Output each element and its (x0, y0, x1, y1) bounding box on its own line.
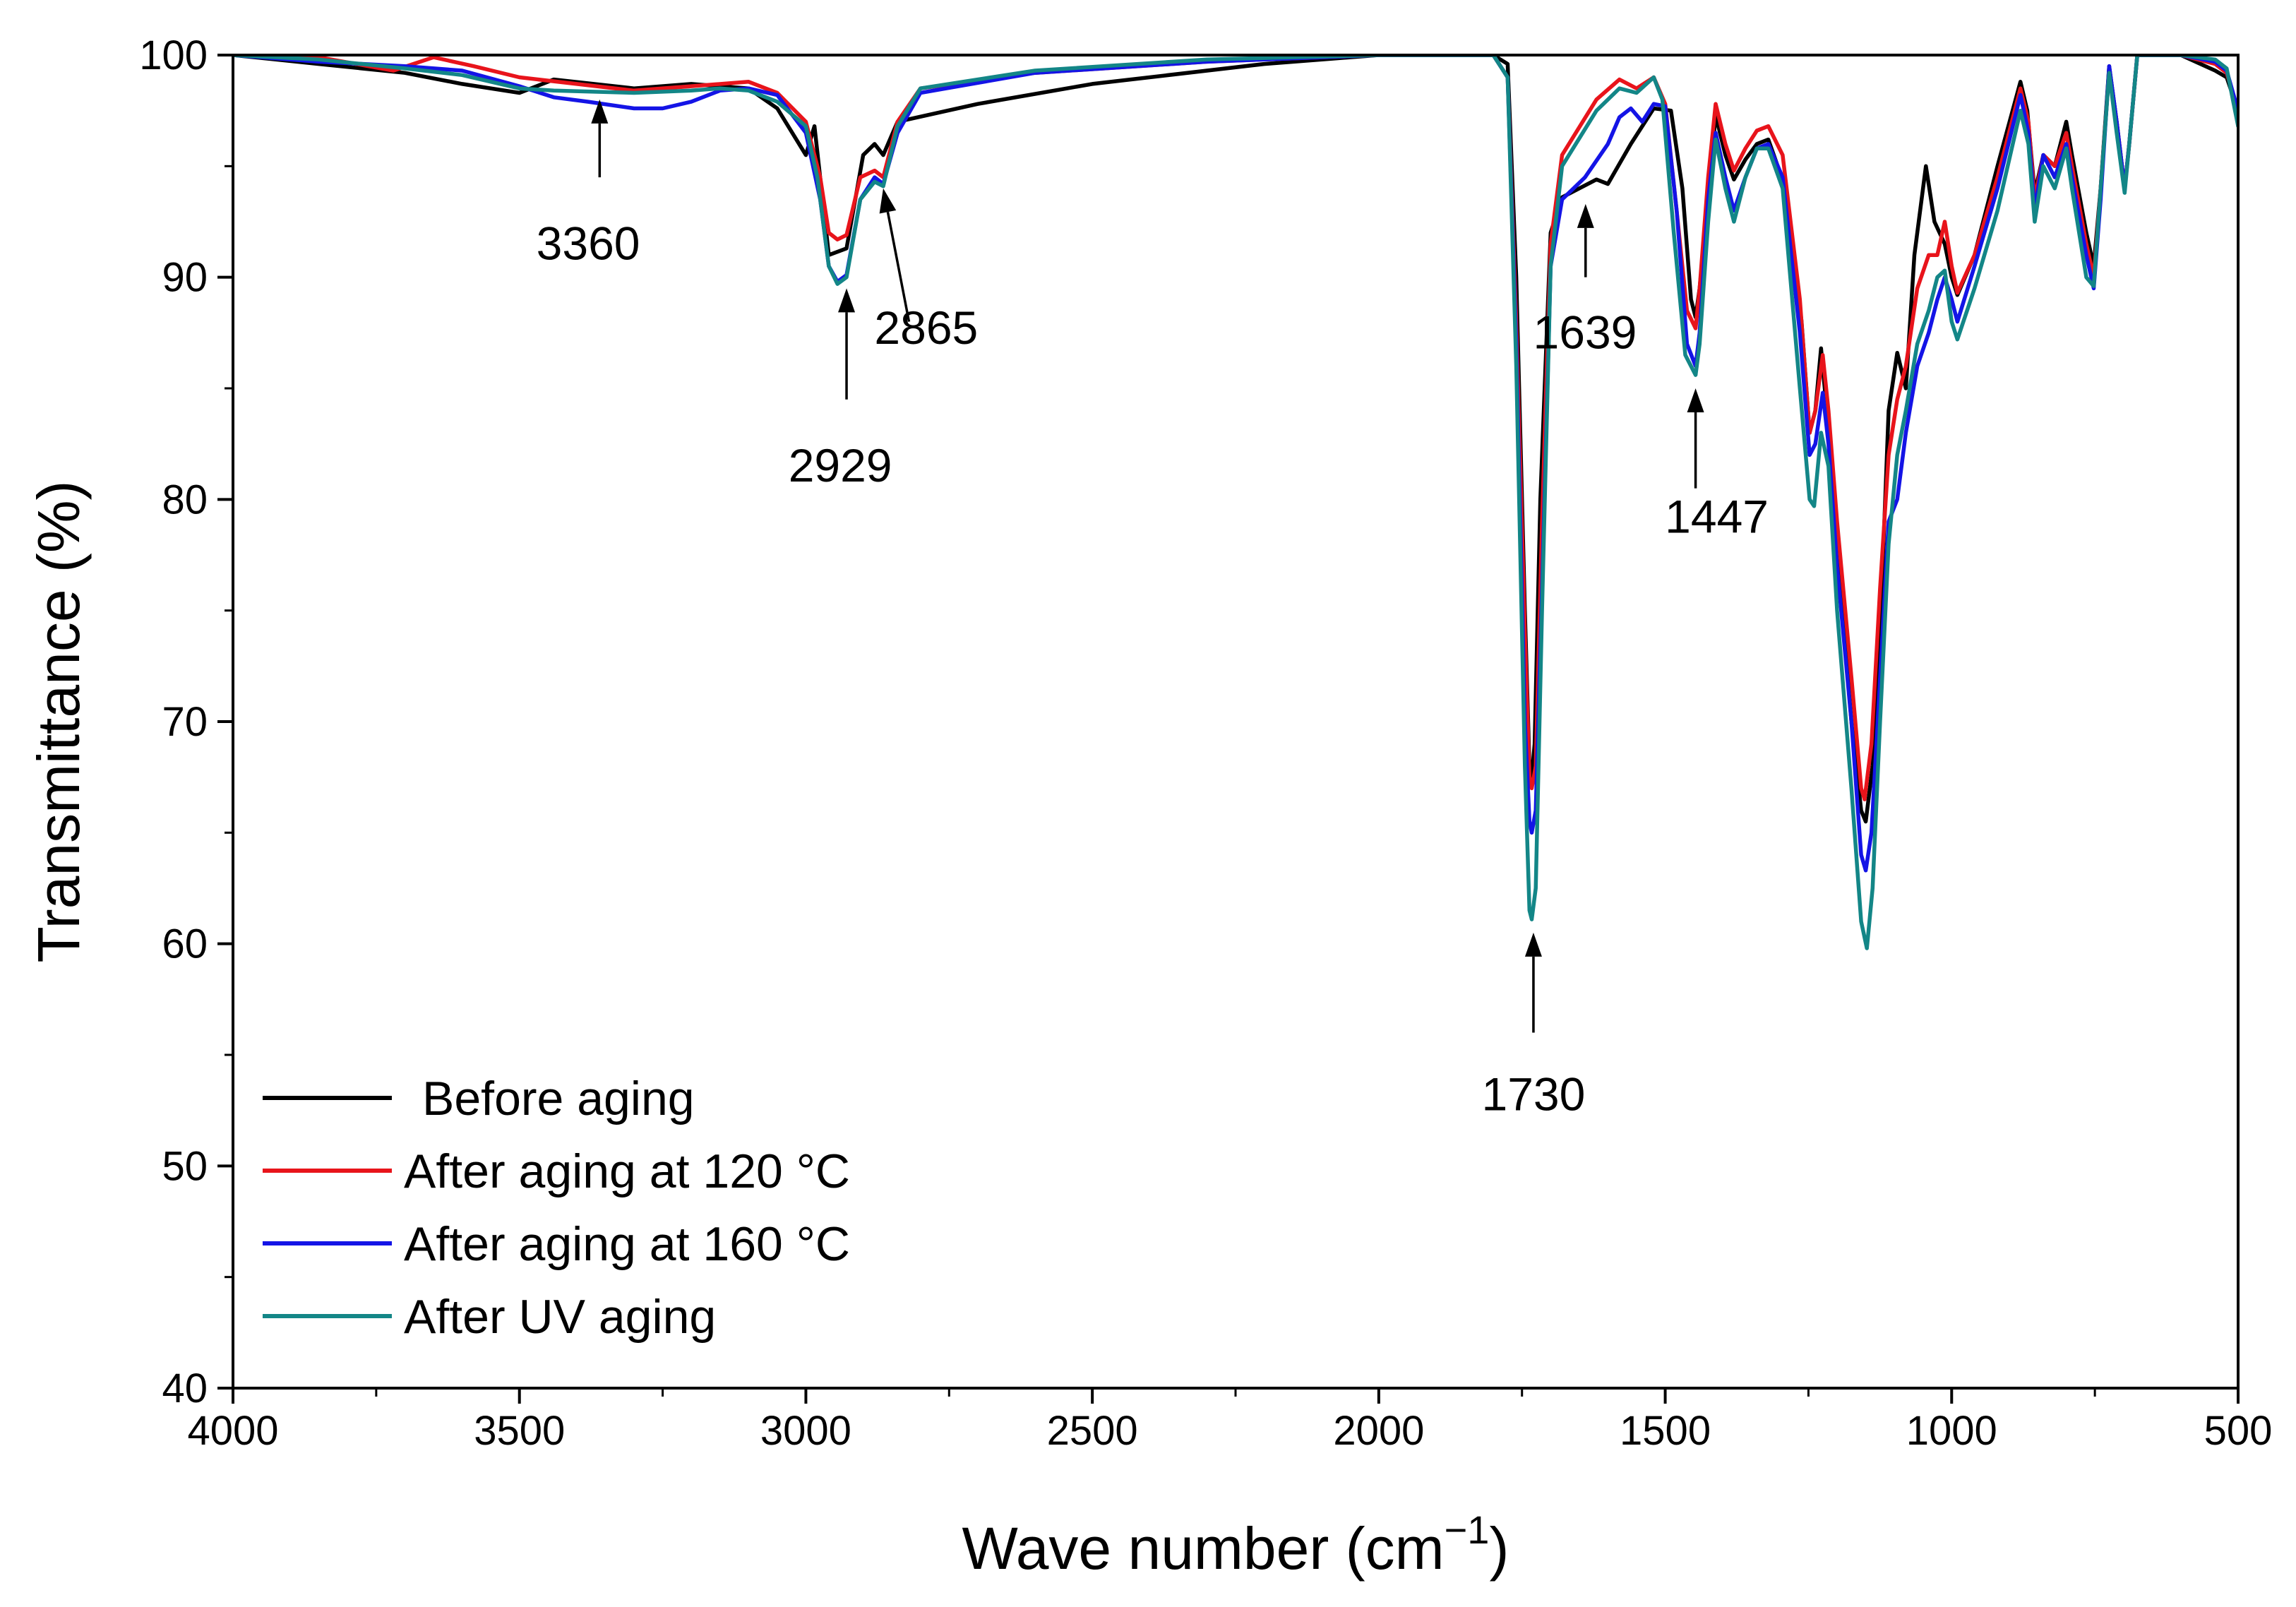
y-tick-label: 90 (162, 255, 208, 301)
x-tick-label: 3500 (474, 1408, 565, 1454)
legend-label-1: Before aging (422, 1072, 695, 1125)
annotation-arrowhead (1524, 932, 1542, 957)
annotation-label: 3360 (537, 217, 640, 269)
series-line-1 (233, 55, 2238, 824)
y-axis-title: Transmittance (%) (25, 480, 92, 962)
y-tick-label: 100 (139, 32, 208, 78)
x-axis-title-close: ) (1489, 1515, 1509, 1582)
x-tick-label: 1500 (1620, 1408, 1711, 1454)
x-axis-title-main: Wave number (cm (962, 1515, 1445, 1582)
annotation-arrowhead (591, 99, 609, 124)
annotation-arrowhead (1577, 203, 1594, 228)
legend-label-4: After UV aging (404, 1290, 716, 1344)
y-tick-label: 50 (162, 1143, 208, 1189)
annotation-arrowhead (879, 188, 897, 214)
annotation-layer: 3360 2929 2865 1639 1447 1730 (537, 99, 1769, 1121)
series-layer (233, 55, 2238, 950)
plot-frame (232, 54, 2240, 1390)
y-tick-label: 40 (162, 1366, 208, 1411)
legend-label-2: After aging at 120 °C (404, 1145, 850, 1198)
x-tick-label: 2000 (1333, 1408, 1424, 1454)
series-line-4 (233, 55, 2238, 950)
y-tick-label: 80 (162, 477, 208, 522)
x-tick-label: 4000 (187, 1408, 278, 1454)
axis-layer: 4000 3500 3000 2500 2000 1500 1000 500 40 50 60 70 8… (139, 32, 2272, 1454)
annotation-arrowhead (1687, 388, 1704, 412)
annotation-label: 2929 (789, 439, 892, 491)
series-line-2 (233, 55, 2238, 801)
annotation-label: 2865 (874, 301, 978, 354)
series-line-3 (233, 55, 2238, 873)
annotation-arrow-shaft (886, 211, 911, 322)
legend-label-3: After aging at 160 °C (404, 1217, 850, 1271)
annotation-label: 1447 (1665, 491, 1769, 543)
x-axis-title-superscript: −1 (1445, 1507, 1490, 1552)
legend: Before aging After aging at 120 °C After a… (263, 1072, 850, 1344)
x-tick-label: 500 (2204, 1408, 2273, 1454)
annotation-label: 1730 (1482, 1068, 1586, 1121)
annotation-arrowhead (838, 288, 856, 313)
y-tick-label: 70 (162, 699, 208, 745)
x-axis-title: Wave number (cm−1) (962, 1507, 1509, 1582)
annotation-label: 1639 (1533, 306, 1637, 358)
x-tick-label: 3000 (760, 1408, 851, 1454)
y-tick-label: 60 (162, 921, 208, 967)
x-tick-label: 2500 (1047, 1408, 1138, 1454)
x-tick-label: 1000 (1906, 1408, 1997, 1454)
